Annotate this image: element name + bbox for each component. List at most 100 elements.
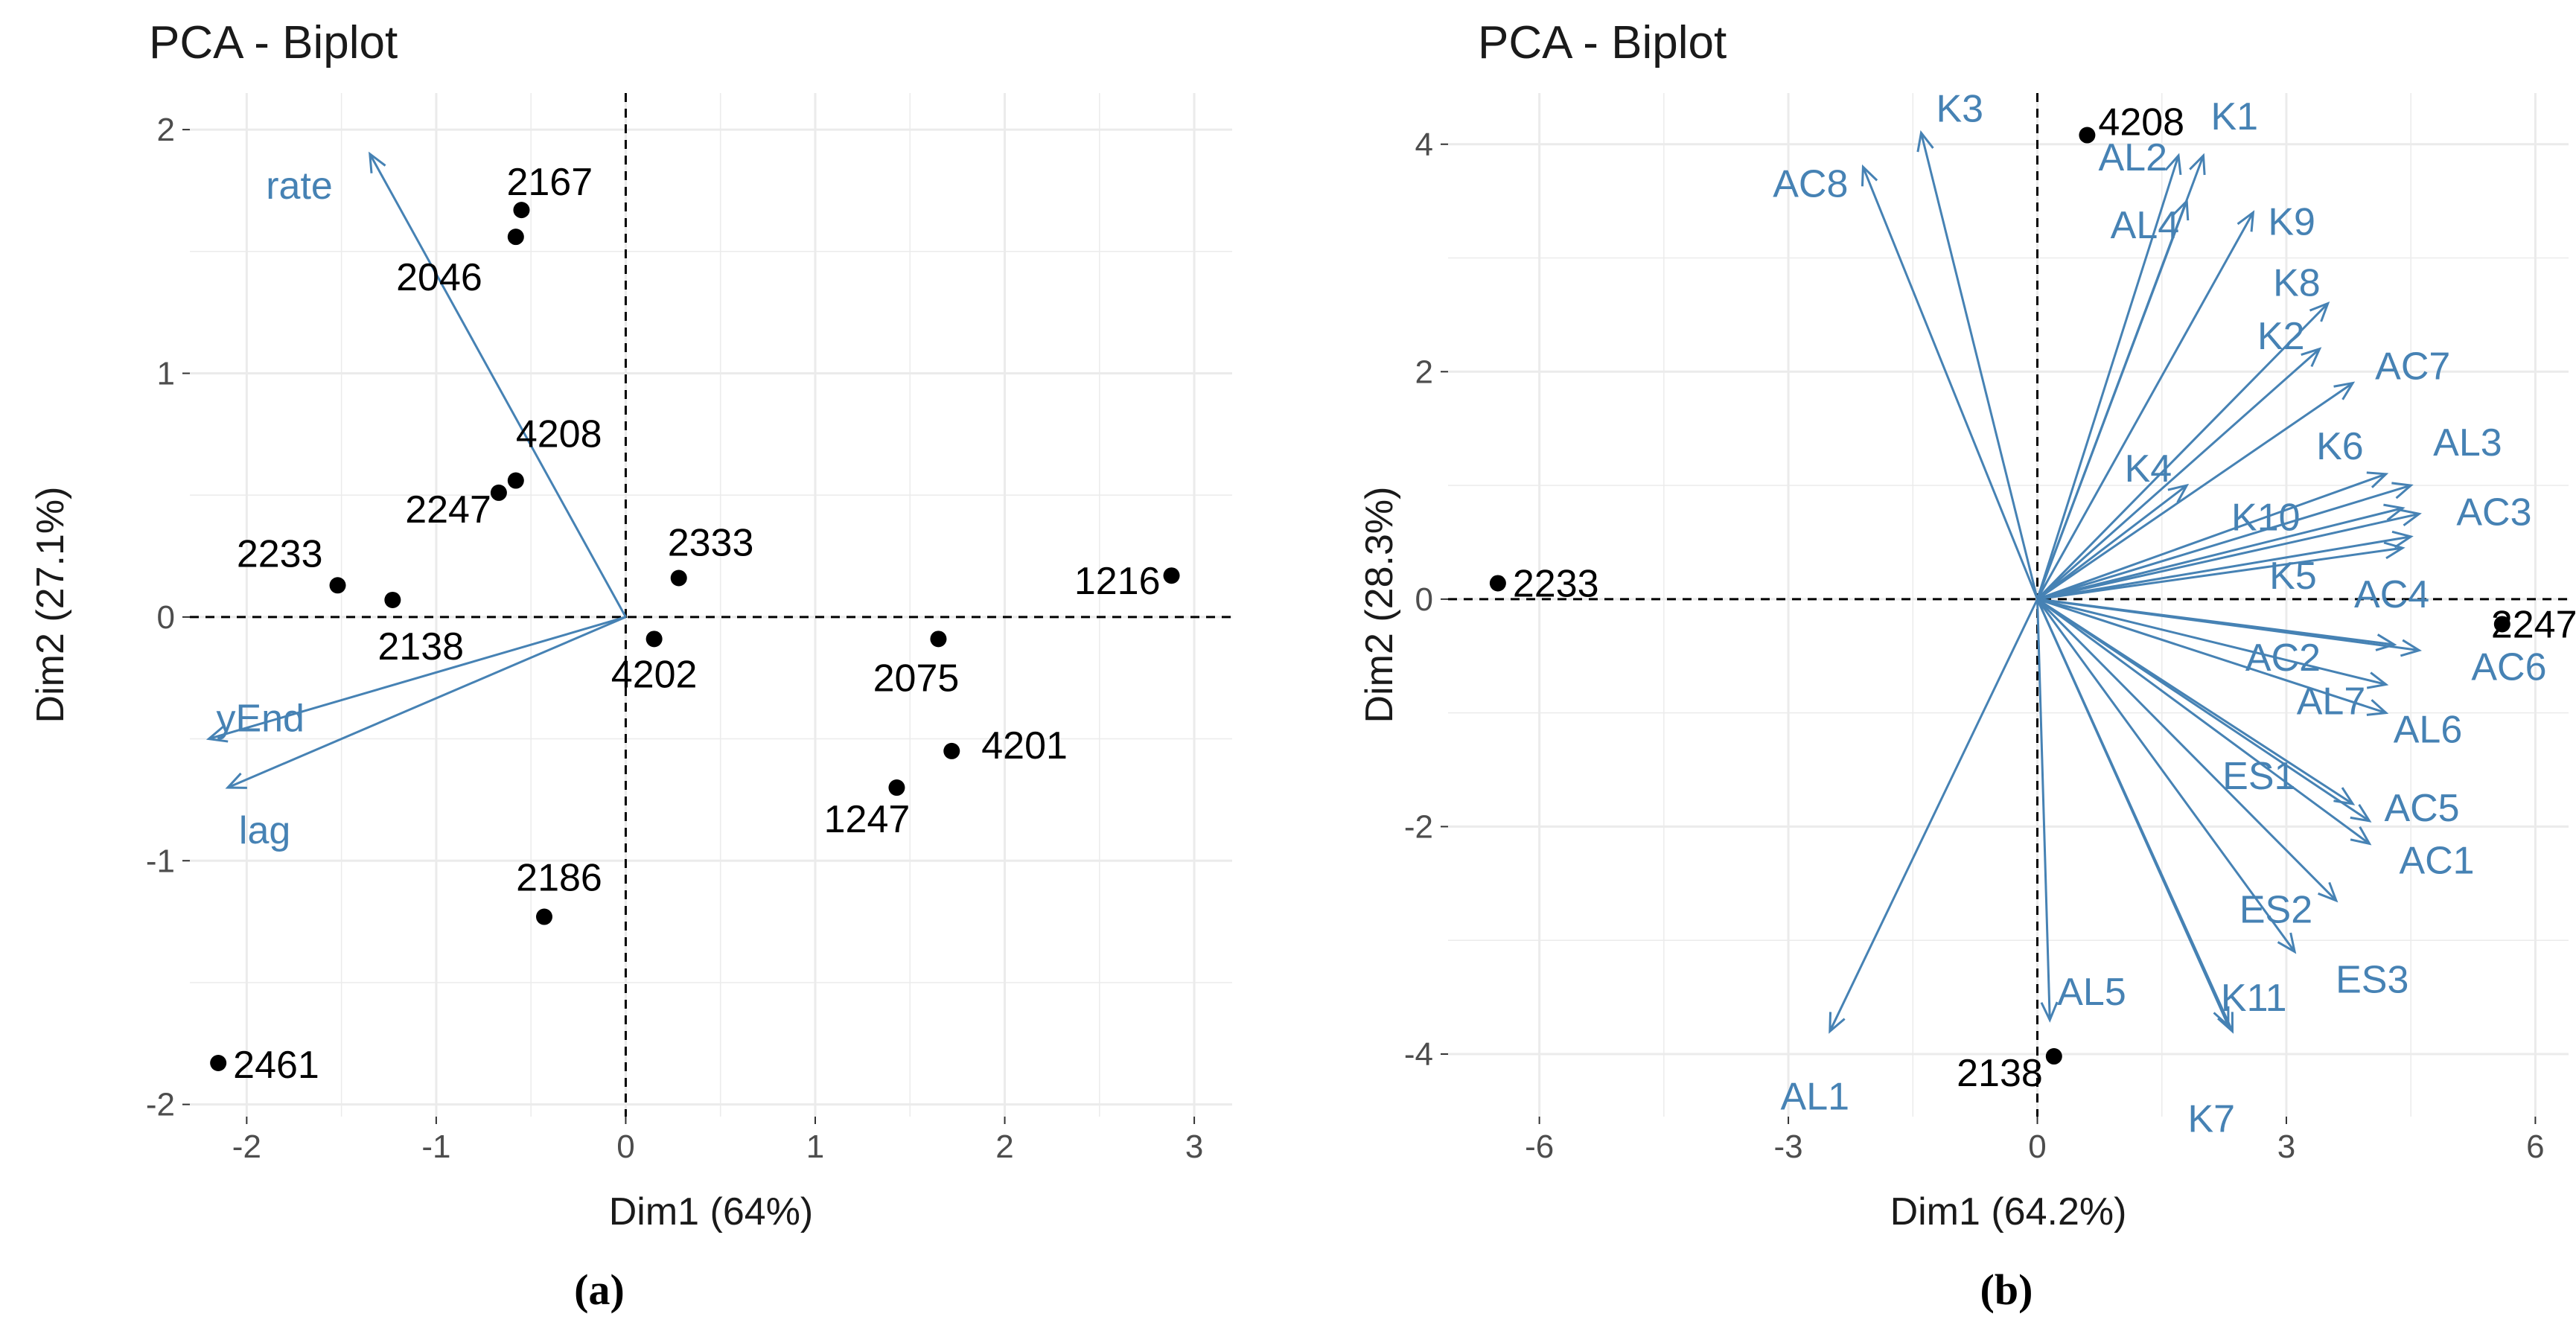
point-label-2247: 2247 — [2491, 603, 2576, 646]
p1-observation-points: 4208 2233 2247 2138 — [1489, 101, 2576, 1095]
arrowhead-ac1 — [2350, 826, 2372, 846]
arrow-label-al5: AL5 — [2057, 971, 2126, 1014]
arrow-k7 — [2036, 599, 2234, 1032]
p1-y-tick-label: 4 — [1415, 127, 1433, 163]
arrowhead-k10 — [2383, 503, 2406, 521]
point-2333 — [670, 569, 687, 587]
arrowhead-al4 — [2172, 198, 2190, 221]
point-label-4202: 4202 — [611, 653, 698, 696]
point-4202 — [645, 631, 663, 648]
point-label-1216: 1216 — [1074, 560, 1161, 603]
point-label-2138: 2138 — [377, 625, 464, 668]
arrow-rate — [369, 153, 627, 618]
arrow-label-ac2: AC2 — [2245, 636, 2321, 680]
p0-x-tick-label: 1 — [806, 1129, 824, 1165]
panel-b-biplot: PCA - Biplot -6 -3 0 3 6 -4 -2 0 2 4 Dim1 (64.2%) Di… — [1358, 17, 2576, 1233]
point-4208 — [2079, 127, 2096, 144]
arrow-label-al1: AL1 — [1781, 1075, 1850, 1118]
point-2186 — [536, 908, 552, 925]
arrow-k6 — [2037, 473, 2387, 601]
point-label-2186: 2186 — [516, 857, 602, 900]
arrow-label-k11: K11 — [2221, 977, 2287, 1020]
arrowhead-ac7 — [2333, 381, 2356, 400]
arrowhead-rate — [369, 151, 386, 173]
p0-observation-points: 2167 2046 4208 2247 2233 2138 2333 4202 1216 2075… — [210, 161, 1180, 1087]
p0-y-tick-label: 2 — [157, 112, 175, 148]
arrow-label-k1: K1 — [2210, 95, 2258, 138]
arrow-es3 — [2036, 598, 2296, 953]
arrow-label-ac4: AC4 — [2354, 573, 2429, 616]
arrow-k9 — [2036, 211, 2254, 600]
p1-panel-title: PCA - Biplot — [1478, 17, 1727, 68]
point-label-2138: 2138 — [1957, 1052, 2043, 1095]
p0-y-tick-label: -2 — [146, 1087, 175, 1123]
point-2247 — [490, 484, 507, 501]
p0-panel-title: PCA - Biplot — [149, 17, 398, 68]
arrow-es2 — [2036, 598, 2337, 901]
arrowhead-ac8 — [1861, 164, 1878, 187]
arrowhead-al2 — [2164, 153, 2182, 176]
arrow-lag — [227, 616, 627, 789]
arrow-al6 — [2037, 598, 2387, 715]
point-label-2247: 2247 — [405, 488, 491, 532]
arrow-label-ac5: AC5 — [2384, 787, 2459, 830]
arrowhead-ac2 — [2375, 633, 2397, 651]
arrow-k10 — [2037, 507, 2403, 601]
arrowhead-es1 — [2333, 787, 2356, 805]
arrow-label-yend: yEnd — [216, 698, 305, 741]
p1-y-tick-label: -4 — [1404, 1036, 1433, 1073]
point-2046 — [507, 229, 524, 246]
arrow-label-k8: K8 — [2273, 262, 2321, 305]
arrowhead-ac3 — [2400, 508, 2422, 527]
arrowhead-k5 — [2391, 530, 2414, 549]
point-label-2233: 2233 — [1513, 562, 1599, 605]
point-label-2233: 2233 — [237, 532, 323, 575]
arrow-ac6 — [2037, 598, 2420, 652]
point-label-2046: 2046 — [396, 256, 482, 299]
arrowhead-al6 — [2366, 699, 2389, 716]
arrow-label-ac8: AC8 — [1773, 162, 1848, 205]
arrow-label-k4: K4 — [2125, 447, 2172, 491]
p0-y-tick-label: 1 — [157, 355, 175, 392]
arrowhead-k4 — [2167, 483, 2190, 503]
arrow-al3 — [2037, 484, 2411, 601]
p0-x-tick-label: 3 — [1185, 1129, 1203, 1165]
p1-x-tick-label: -6 — [1525, 1129, 1554, 1165]
arrow-label-al6: AL6 — [2394, 709, 2463, 752]
p1-y-tick-label: -2 — [1404, 808, 1433, 845]
arrowhead-k2 — [2301, 347, 2322, 368]
p0-x-tick-label: 0 — [616, 1129, 634, 1165]
p0-x-tick-label: 2 — [995, 1129, 1013, 1165]
arrowhead-k1 — [2189, 153, 2206, 176]
arrow-label-k3: K3 — [1936, 87, 1983, 130]
p0-grid — [190, 93, 1232, 1117]
arrowhead-k7 — [2217, 1012, 2234, 1034]
point-label-2075: 2075 — [873, 657, 960, 700]
point-4201 — [943, 742, 960, 759]
arrowhead-k8 — [2309, 301, 2330, 322]
p1-x-tick-label: 6 — [2526, 1129, 2544, 1165]
p1-x-axis-title: Dim1 (64.2%) — [1890, 1190, 2127, 1233]
arrow-label-k6: K6 — [2316, 425, 2364, 468]
p0-y-tick-label: -1 — [146, 843, 175, 879]
arrow-label-ac1: AC1 — [2399, 839, 2474, 882]
point-label-4208: 4208 — [2098, 101, 2184, 144]
arrowhead-es3 — [2277, 932, 2297, 954]
arrow-label-al4: AL4 — [2111, 204, 2180, 247]
point-label-1247: 1247 — [824, 798, 911, 841]
arrow-ac1 — [2036, 598, 2371, 845]
point-label-2461: 2461 — [233, 1044, 319, 1087]
p1-y-tick-label: 0 — [1415, 581, 1433, 618]
point-2233 — [1489, 575, 1506, 592]
p1-y-axis-title: Dim2 (28.3%) — [1358, 487, 1401, 724]
p1-y-tick-label: 2 — [1415, 354, 1433, 390]
p1-x-tick-label: -3 — [1774, 1129, 1803, 1165]
p0-x-axis-title: Dim1 (64%) — [609, 1190, 814, 1233]
p0-y-tick-label: 0 — [157, 599, 175, 636]
arrowhead-k9 — [2237, 210, 2255, 232]
arrow-label-k10: K10 — [2231, 497, 2301, 540]
point-2075 — [930, 631, 947, 648]
arrow-label-k9: K9 — [2268, 200, 2315, 243]
arrowhead-al1 — [1829, 1012, 1846, 1034]
